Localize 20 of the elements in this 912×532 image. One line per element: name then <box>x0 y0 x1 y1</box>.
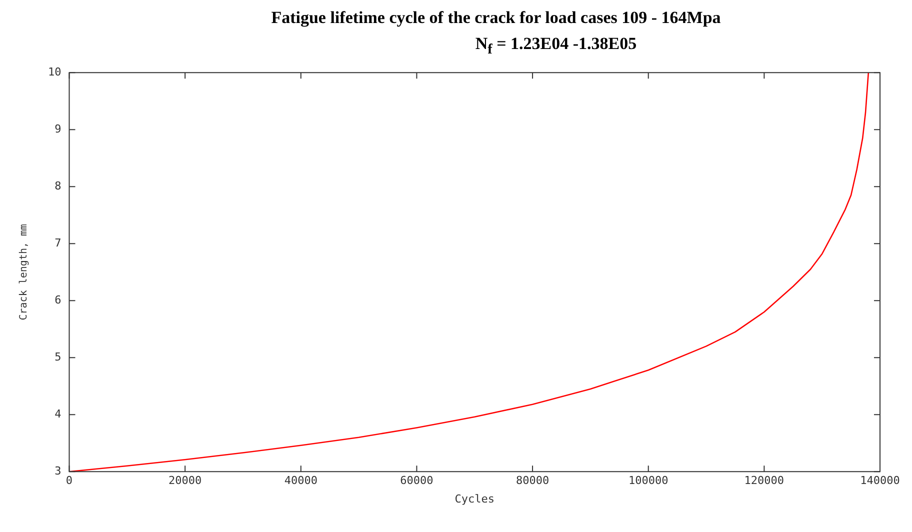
y-tick-label: 3 <box>54 464 62 478</box>
y-tick-label: 10 <box>48 66 62 79</box>
x-tick-label: 20000 <box>168 474 202 488</box>
x-tick-label: 100000 <box>628 474 668 488</box>
y-tick-label: 7 <box>54 236 62 250</box>
y-tick-label: 6 <box>54 294 62 307</box>
y-axis-title: Crack length, mm <box>18 224 30 321</box>
chart-subtitle: N$_{f}$ = 1.23E04 -1.38E05 <box>474 34 638 58</box>
x-tick-label: 0 <box>66 474 73 488</box>
y-tick-label: 8 <box>54 180 62 193</box>
x-tick-label: 120000 <box>744 474 784 488</box>
x-axis-title: Cycles <box>454 492 494 506</box>
y-tick-label: 5 <box>54 350 62 364</box>
chart-title: Fatigue lifetime cycle of the crack for load cases 109 - 164Mpa <box>270 8 722 28</box>
x-tick-label: 140000 <box>860 474 900 488</box>
x-tick-label: 40000 <box>284 474 318 488</box>
y-tick-label: 4 <box>54 408 62 421</box>
y-tick-label: 9 <box>54 122 62 136</box>
x-tick-label: 60000 <box>400 474 434 488</box>
x-tick-label: 80000 <box>516 474 550 488</box>
